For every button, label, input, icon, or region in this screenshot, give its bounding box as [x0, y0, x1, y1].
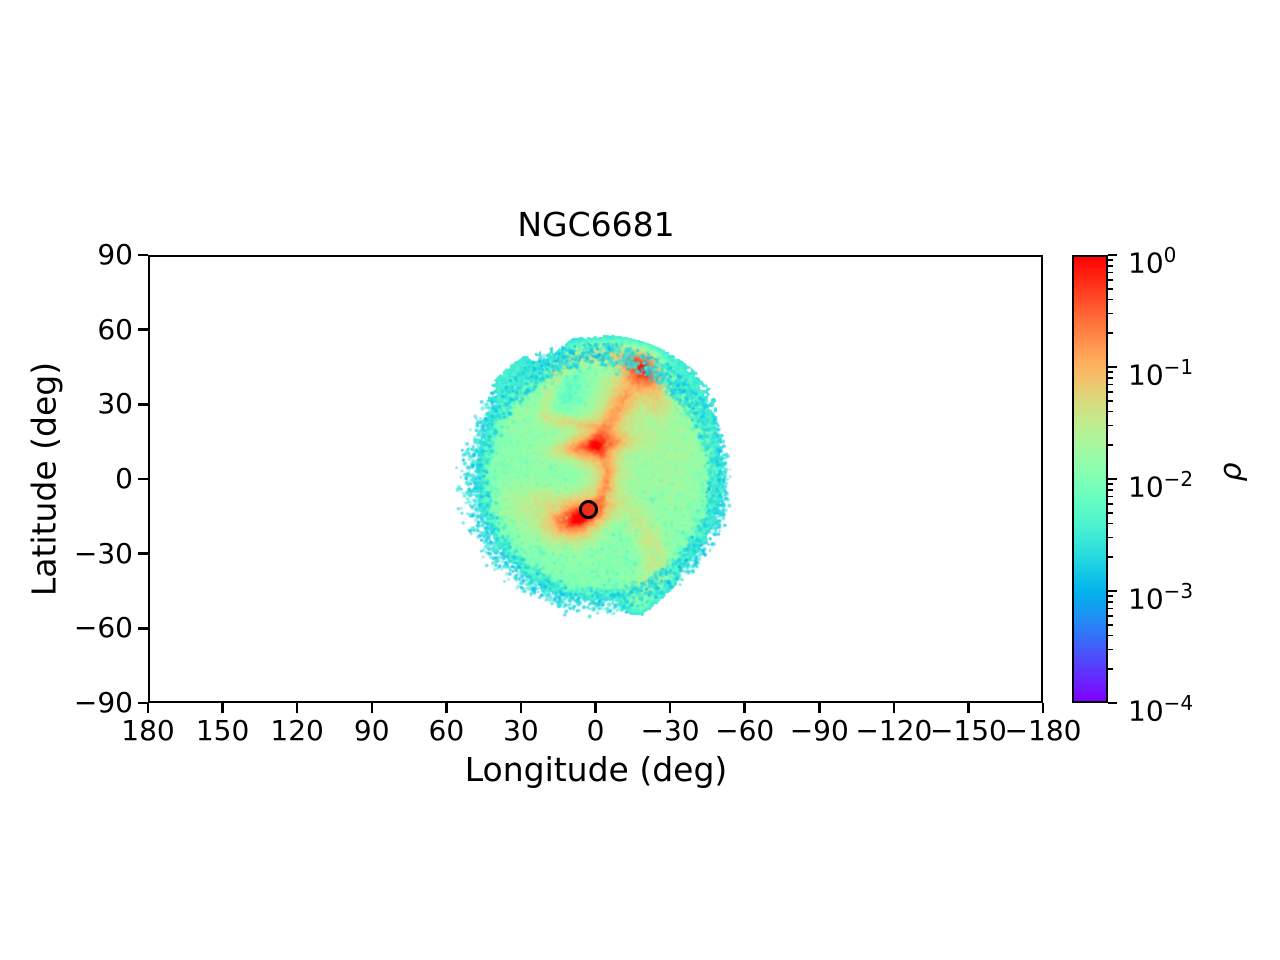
colorbar-minor-tick	[1108, 595, 1113, 597]
x-tick-label: 180	[121, 714, 175, 747]
colorbar-minor-tick	[1108, 489, 1113, 491]
colorbar-tick-exponent: −1	[1163, 355, 1194, 379]
x-tick-label: −150	[929, 714, 1007, 747]
colorbar-tick-exponent: 0	[1163, 243, 1177, 267]
colorbar-minor-tick	[1108, 391, 1113, 393]
colorbar-minor-tick	[1108, 424, 1113, 427]
colorbar-tick-label: 10−2	[1128, 462, 1194, 503]
x-tick-mark	[743, 703, 746, 713]
x-tick-label: −60	[715, 714, 775, 747]
colorbar-tick-exponent: −3	[1163, 579, 1194, 603]
colorbar-minor-tick	[1108, 312, 1113, 315]
colorbar-tick-mantissa: 10	[1128, 358, 1164, 392]
colorbar-major-tick	[1108, 589, 1117, 593]
x-tick-label: 30	[503, 714, 539, 747]
y-tick-label: 90	[97, 238, 133, 271]
colorbar-major-tick	[1108, 701, 1117, 705]
colorbar-minor-tick	[1108, 607, 1113, 610]
colorbar-tick-label: 10−4	[1128, 686, 1194, 727]
x-tick-label: −90	[789, 714, 849, 747]
colorbar-minor-tick	[1108, 615, 1113, 617]
colorbar-tick-label: 100	[1128, 238, 1177, 279]
colorbar-minor-tick	[1108, 648, 1113, 651]
colorbar-tick-exponent: −4	[1163, 691, 1194, 715]
colorbar-minor-tick	[1108, 556, 1113, 559]
colorbar-tick-mantissa: 10	[1128, 694, 1164, 728]
colorbar-major-tick	[1108, 365, 1117, 369]
x-tick-label: −30	[640, 714, 700, 747]
x-tick-label: 0	[586, 714, 605, 747]
x-tick-mark	[967, 703, 970, 713]
colorbar-minor-tick	[1108, 536, 1113, 539]
y-tick-mark	[138, 701, 148, 705]
colorbar-minor-tick	[1108, 483, 1113, 485]
plot-title: NGC6681	[517, 205, 675, 244]
colorbar-minor-tick	[1108, 511, 1113, 514]
y-tick-mark	[138, 328, 148, 331]
colorbar-minor-tick	[1108, 623, 1113, 626]
colorbar-major-tick	[1108, 477, 1117, 481]
y-tick-label: 60	[97, 312, 133, 346]
colorbar-minor-tick	[1108, 383, 1113, 386]
x-tick-mark	[295, 703, 299, 713]
y-tick-label: −30	[73, 536, 133, 570]
y-tick-label: −90	[73, 686, 133, 719]
y-tick-mark	[138, 253, 148, 257]
y-tick-mark	[138, 403, 148, 406]
colorbar-tick-mantissa: 10	[1128, 582, 1164, 616]
x-tick-mark	[221, 703, 224, 713]
y-tick-mark	[138, 477, 148, 481]
x-tick-label: 120	[270, 714, 324, 747]
x-tick-label: 90	[353, 714, 390, 747]
colorbar-minor-tick	[1108, 279, 1113, 281]
colorbar-minor-tick	[1108, 444, 1113, 447]
x-tick-mark	[594, 703, 597, 713]
colorbar-minor-tick	[1108, 522, 1113, 525]
colorbar-minor-tick	[1108, 495, 1113, 498]
cluster-position-marker	[579, 500, 599, 520]
colorbar-minor-tick	[1108, 634, 1113, 637]
colorbar-major-tick	[1108, 253, 1117, 257]
colorbar-minor-tick	[1108, 371, 1113, 373]
colorbar-tick-mantissa: 10	[1128, 470, 1164, 504]
x-tick-mark	[445, 703, 448, 713]
x-tick-mark	[892, 703, 896, 713]
colorbar-minor-tick	[1108, 503, 1113, 505]
y-tick-label: −60	[73, 611, 133, 645]
x-tick-mark	[1041, 703, 1045, 713]
colorbar-minor-tick	[1108, 668, 1113, 671]
colorbar-tick-exponent: −2	[1163, 467, 1194, 491]
x-tick-mark	[519, 703, 523, 713]
x-tick-mark	[818, 703, 821, 713]
x-tick-label: −180	[1004, 714, 1082, 747]
colorbar-tick-label: 10−3	[1128, 574, 1194, 615]
colorbar-minor-tick	[1108, 265, 1113, 267]
x-tick-label: 60	[428, 714, 465, 747]
colorbar-minor-tick	[1108, 332, 1113, 335]
x-tick-mark	[668, 703, 672, 713]
x-tick-label: −120	[855, 714, 933, 747]
x-axis-label: Longitude (deg)	[464, 750, 728, 789]
colorbar-label: ρ	[1213, 462, 1249, 482]
colorbar-tick-mantissa: 10	[1128, 246, 1164, 280]
colorbar-minor-tick	[1108, 287, 1113, 290]
colorbar-minor-tick	[1108, 259, 1113, 261]
colorbar-minor-tick	[1108, 271, 1113, 274]
density-scatter-canvas	[148, 255, 1043, 703]
colorbar-minor-tick	[1108, 399, 1113, 402]
colorbar-gradient	[1072, 255, 1108, 703]
x-tick-mark	[370, 703, 373, 713]
colorbar-minor-tick	[1108, 377, 1113, 379]
colorbar-minor-tick	[1108, 298, 1113, 301]
y-tick-mark	[138, 552, 148, 555]
colorbar-tick-label: 10−1	[1128, 350, 1194, 391]
y-tick-label: 30	[97, 387, 133, 421]
y-tick-label: 0	[115, 462, 133, 495]
x-tick-mark	[146, 703, 150, 713]
y-tick-mark	[138, 627, 148, 630]
colorbar-minor-tick	[1108, 410, 1113, 413]
colorbar-minor-tick	[1108, 601, 1113, 603]
x-tick-label: 150	[195, 714, 250, 747]
